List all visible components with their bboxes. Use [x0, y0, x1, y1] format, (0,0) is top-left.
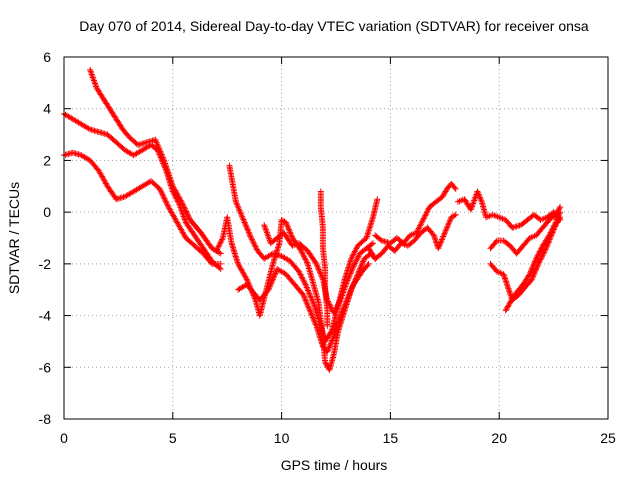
series-track-14 [502, 209, 564, 314]
series-track-11 [454, 188, 564, 231]
data-point-markers [261, 222, 376, 316]
y-tick-label: -6 [39, 359, 52, 375]
x-tick-label: 0 [60, 430, 68, 446]
y-tick-label: 2 [43, 152, 51, 168]
x-tick-label: 5 [169, 430, 177, 446]
x-tick-label: 25 [600, 430, 616, 446]
data-point-markers [454, 188, 564, 231]
y-tick-label: 6 [43, 49, 51, 65]
x-tick-label: 10 [274, 430, 290, 446]
series-track-8 [317, 188, 331, 329]
y-tick-label: -8 [39, 411, 52, 427]
x-tick-label: 15 [383, 430, 399, 446]
series-track-7 [261, 222, 376, 316]
data-point-markers [372, 180, 459, 247]
series-track-2 [87, 66, 224, 257]
x-tick-label: 20 [491, 430, 507, 446]
y-tick-label: 0 [43, 204, 51, 220]
y-tick-label: 4 [43, 101, 51, 117]
y-axis-label: SDTVAR / TECUs [6, 182, 22, 294]
y-tick-label: -4 [39, 308, 52, 324]
plot-frame [63, 56, 609, 420]
data-point-markers [87, 66, 224, 257]
data-point-markers [235, 260, 372, 355]
axis-ticks: 0 5 10 15 20 25 -8 -6 -4 -2 0 2 4 6 [39, 49, 616, 446]
y-tick-label: -2 [39, 256, 52, 272]
chart-title: Day 070 of 2014, Sidereal Day-to-day VTE… [79, 18, 589, 34]
series-track-10 [372, 180, 459, 247]
data-point-markers [317, 188, 331, 329]
x-axis-label: GPS time / hours [281, 457, 388, 473]
series-track-5 [235, 260, 372, 355]
data-point-markers [502, 209, 564, 314]
